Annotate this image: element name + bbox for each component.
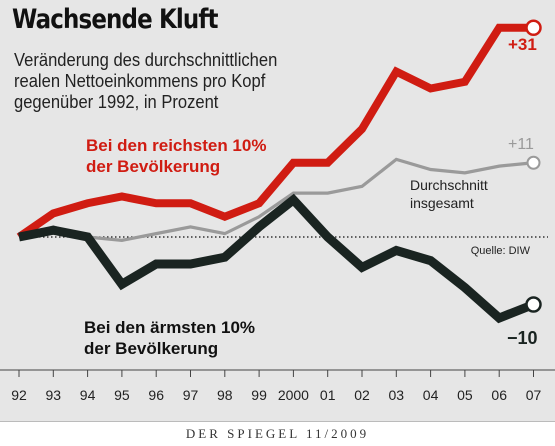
source-credit: DER SPIEGEL 11/2009 <box>185 426 370 441</box>
chart-subtitle: Veränderung des durchschnittlichen reale… <box>14 50 278 112</box>
series-line-rich <box>16 23 534 241</box>
x-tick-label: 99 <box>251 387 267 403</box>
chart-title: Wachsende Kluft <box>12 4 219 35</box>
x-tick-label: 01 <box>320 387 336 403</box>
end-label-rich: +31 <box>508 35 537 54</box>
x-tick-label: 07 <box>526 387 542 403</box>
x-tick-label: 05 <box>457 387 473 403</box>
series-label-rich: Bei den reichsten 10% der Bevölkerung <box>86 136 266 176</box>
end-label-average: +11 <box>508 136 534 153</box>
series-line-average <box>18 157 534 242</box>
x-tick-label: 94 <box>80 387 96 403</box>
x-tick-label: 02 <box>354 387 370 403</box>
x-tick-label: 93 <box>46 387 62 403</box>
x-tick-label: 92 <box>11 387 27 403</box>
x-tick-label: 2000 <box>278 387 309 403</box>
x-tick-label: 04 <box>423 387 439 403</box>
source-note: Quelle: DIW <box>471 245 531 257</box>
series-line-poor <box>18 193 536 324</box>
footer-bar: DER SPIEGEL 11/2009 <box>0 421 555 446</box>
end-label-poor: −10 <box>507 328 538 348</box>
line-chart: Quelle: DIW 92 93 94 95 96 97 98 99 2000 01 02 03 04 0… <box>0 19 555 403</box>
series-label-poor: Bei den ärmsten 10% der Bevölkerung <box>84 318 255 358</box>
series-label-average: Durchschnitt insgesamt <box>410 177 488 211</box>
x-tick-label: 96 <box>148 387 164 403</box>
end-marker-rich <box>525 19 542 36</box>
x-tick-label: 03 <box>389 387 405 403</box>
x-tick-label: 98 <box>217 387 233 403</box>
x-tick-label: 95 <box>114 387 130 403</box>
end-marker-average <box>526 155 541 170</box>
end-marker-poor <box>525 296 542 313</box>
x-tick-label: 97 <box>183 387 199 403</box>
x-tick-label: 06 <box>491 387 507 403</box>
